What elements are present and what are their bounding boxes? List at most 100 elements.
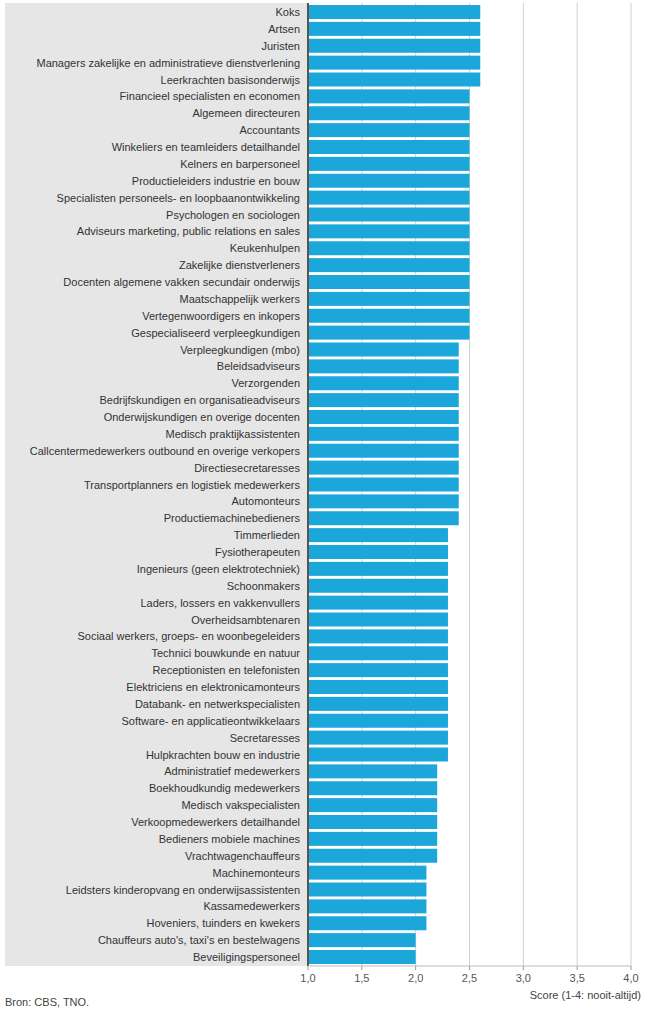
category-label: Elektriciens en elektronicamonteurs bbox=[126, 681, 300, 693]
bar bbox=[308, 511, 459, 525]
x-axis-line bbox=[308, 966, 631, 967]
bar bbox=[308, 292, 470, 306]
source-note: Bron: CBS, TNO. bbox=[5, 996, 89, 1008]
category-label: Accountants bbox=[239, 124, 300, 136]
category-label: Transportplanners en logistiek medewerke… bbox=[84, 479, 301, 491]
category-label: Chauffeurs auto's, taxi's en bestelwagen… bbox=[98, 934, 301, 946]
category-label: Overheidsambtenaren bbox=[191, 614, 300, 626]
category-label: Financieel specialisten en economen bbox=[120, 90, 300, 102]
category-label: Software- en applicatieontwikkelaars bbox=[121, 715, 300, 727]
tick-mark bbox=[523, 966, 524, 970]
category-label: Medisch vakspecialisten bbox=[181, 799, 300, 811]
bar bbox=[308, 461, 459, 475]
category-label: Boekhoudkundig medewerkers bbox=[149, 782, 301, 794]
bar bbox=[308, 748, 448, 762]
category-label: Sociaal werkers, groeps- en woonbegeleid… bbox=[77, 630, 300, 642]
tick-label: 4,0 bbox=[623, 972, 638, 984]
bar bbox=[308, 22, 480, 36]
tick-label: 3,5 bbox=[570, 972, 585, 984]
bar bbox=[308, 731, 448, 745]
bar bbox=[308, 241, 470, 255]
category-label: Gespecialiseerd verpleegkundigen bbox=[131, 327, 300, 339]
axis-title: Score (1-4: nooit-altijd) bbox=[530, 989, 641, 1001]
bar bbox=[308, 393, 459, 407]
category-label: Fysiotherapeuten bbox=[215, 546, 300, 558]
category-label: Kassamedewerkers bbox=[203, 900, 300, 912]
bar bbox=[308, 376, 459, 390]
category-label: Databank- en netwerkspecialisten bbox=[135, 698, 300, 710]
bar bbox=[308, 73, 480, 87]
bar bbox=[308, 343, 459, 357]
bar bbox=[308, 950, 416, 964]
bar bbox=[308, 781, 437, 795]
category-label: Timmerlieden bbox=[234, 529, 300, 541]
category-label: Koks bbox=[276, 6, 301, 18]
bar bbox=[308, 646, 448, 660]
category-label: Keukenhulpen bbox=[230, 242, 300, 254]
bar bbox=[308, 680, 448, 694]
category-label: Hoveniers, tuinders en kwekers bbox=[147, 917, 301, 929]
category-label: Maatschappelijk werkers bbox=[180, 293, 301, 305]
y-axis-line bbox=[307, 3, 309, 966]
category-label: Laders, lossers en vakkenvullers bbox=[140, 597, 300, 609]
category-label: Directiesecretaresses bbox=[194, 462, 300, 474]
category-label: Bedrijfskundigen en organisatieadviseurs bbox=[99, 394, 300, 406]
bar bbox=[308, 663, 448, 677]
tick-mark bbox=[415, 966, 416, 970]
bar bbox=[308, 56, 480, 70]
bar bbox=[308, 427, 459, 441]
bar bbox=[308, 697, 448, 711]
category-label: Technici bouwkunde en natuur bbox=[151, 647, 300, 659]
category-label: Administratief medewerkers bbox=[164, 765, 300, 777]
category-label: Specialisten personeels- en loopbaanontw… bbox=[57, 192, 300, 204]
tick-mark bbox=[361, 966, 362, 970]
bar bbox=[308, 359, 459, 373]
bar bbox=[308, 714, 448, 728]
category-label: Medisch praktijkassistenten bbox=[165, 428, 300, 440]
bar bbox=[308, 123, 470, 137]
bar bbox=[308, 832, 437, 846]
category-label: Docenten algemene vakken secundair onder… bbox=[63, 276, 300, 288]
category-label: Productieleiders industrie en bouw bbox=[132, 175, 300, 187]
bar bbox=[308, 258, 470, 272]
category-label: Psychologen en sociologen bbox=[166, 209, 300, 221]
tick-label: 1,5 bbox=[354, 972, 369, 984]
category-label: Hulpkrachten bouw en industrie bbox=[146, 749, 300, 761]
bar bbox=[308, 629, 448, 643]
tick-mark bbox=[631, 966, 632, 970]
bar bbox=[308, 562, 448, 576]
bar bbox=[308, 191, 470, 205]
category-label: Automonteurs bbox=[232, 495, 301, 507]
bar bbox=[308, 326, 470, 340]
bar bbox=[308, 224, 470, 238]
category-label: Verpleegkundigen (mbo) bbox=[180, 344, 300, 356]
tick-label: 3,0 bbox=[516, 972, 531, 984]
bar bbox=[308, 596, 448, 610]
bar bbox=[308, 106, 470, 120]
category-label: Vertegenwoordigers en inkopers bbox=[142, 310, 300, 322]
category-label: Managers zakelijke en administratieve di… bbox=[36, 57, 300, 69]
bars bbox=[308, 5, 480, 964]
bar bbox=[308, 89, 470, 103]
bar bbox=[308, 528, 448, 542]
category-label: Secretaresses bbox=[230, 732, 301, 744]
category-label: Winkeliers en teamleiders detailhandel bbox=[112, 141, 300, 153]
tick-mark bbox=[577, 966, 578, 970]
bar bbox=[308, 815, 437, 829]
category-label: Receptionisten en telefonisten bbox=[153, 664, 300, 676]
bar bbox=[308, 410, 459, 424]
category-label: Algemeen directeuren bbox=[192, 107, 300, 119]
grid-line bbox=[631, 3, 632, 966]
category-label: Vrachtwagenchauffeurs bbox=[185, 850, 300, 862]
bar bbox=[308, 140, 470, 154]
bar bbox=[308, 849, 437, 863]
bar bbox=[308, 5, 480, 19]
bar bbox=[308, 478, 459, 492]
category-label: Productiemachinebedieners bbox=[164, 512, 301, 524]
bar bbox=[308, 798, 437, 812]
category-label: Ingenieurs (geen elektrotechniek) bbox=[137, 563, 300, 575]
tick-label: 2,0 bbox=[408, 972, 423, 984]
bar bbox=[308, 494, 459, 508]
label-panel bbox=[5, 3, 308, 966]
category-label: Artsen bbox=[268, 23, 300, 35]
